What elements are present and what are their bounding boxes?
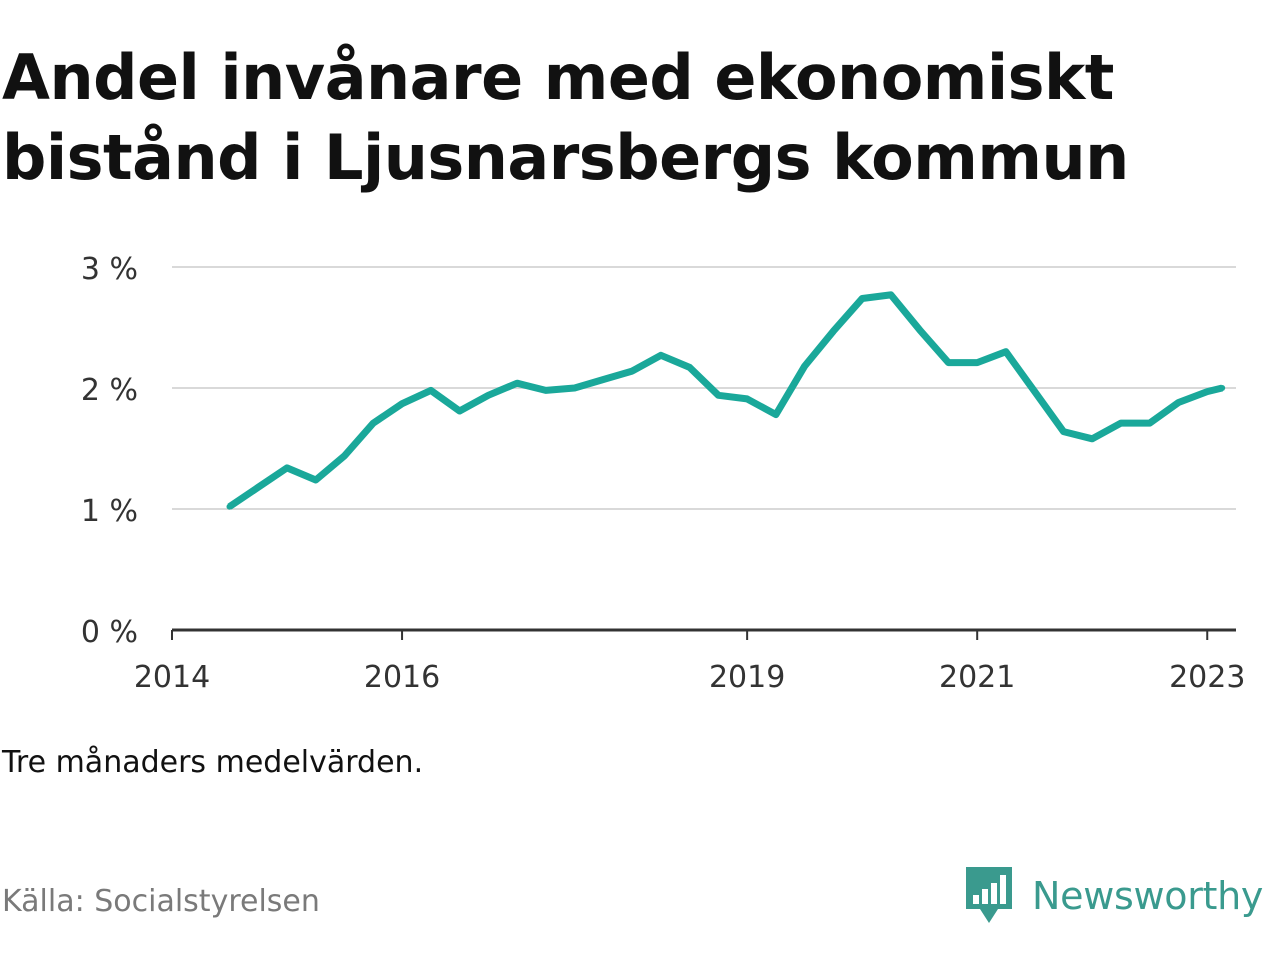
- y-tick-label: 3 %: [81, 252, 138, 287]
- y-tick-label: 0 %: [81, 615, 138, 650]
- data-point: [284, 464, 290, 471]
- data-point: [772, 411, 779, 418]
- data-point: [945, 359, 952, 366]
- data-point: [830, 328, 837, 335]
- data-point: [916, 326, 923, 333]
- source-credit: Källa: Socialstyrelsen: [2, 884, 320, 919]
- data-point: [370, 420, 377, 427]
- data-point: [686, 364, 693, 371]
- data-point: [657, 352, 664, 359]
- data-point: [715, 392, 722, 399]
- data-point: [312, 477, 319, 483]
- data-point: [1089, 435, 1096, 442]
- data-point: [456, 408, 463, 414]
- series-layer: [226, 291, 1226, 510]
- y-axis-ticks: 0 % 1 % 2 % 3 %: [81, 252, 138, 650]
- data-point: [1146, 420, 1153, 427]
- data-point: [974, 359, 981, 366]
- data-point: [255, 484, 262, 491]
- data-point: [744, 395, 751, 402]
- data-point: [1118, 420, 1124, 427]
- brand-name: Newsworthy: [1032, 874, 1264, 918]
- line-chart: 0 % 1 % 2 % 3 % 2014 2016 2019 2021 2023: [81, 252, 1246, 695]
- data-point: [542, 387, 549, 394]
- x-tick-label: 2016: [364, 660, 440, 695]
- data-point: [1002, 348, 1009, 355]
- x-tick-label: 2021: [939, 660, 1015, 695]
- data-point: [801, 363, 808, 370]
- chart-title: Andel invånare med ekonomiskt bistånd i …: [2, 41, 1129, 194]
- data-point: [1175, 399, 1182, 406]
- brand-logo: Newsworthy: [964, 864, 1263, 928]
- y-tick-label: 2 %: [81, 373, 138, 408]
- data-point: [485, 392, 492, 399]
- data-point: [1060, 428, 1067, 435]
- data-point: [859, 295, 866, 302]
- data-point: [571, 385, 578, 391]
- data-point: [600, 376, 607, 383]
- data-point: [629, 368, 636, 375]
- gridlines: [172, 266, 1236, 510]
- data-point: [341, 452, 348, 459]
- data-point: [1204, 388, 1211, 395]
- x-tick-label: 2023: [1169, 660, 1245, 695]
- x-tick-label: 2014: [134, 660, 210, 695]
- data-point: [1031, 388, 1038, 395]
- y-tick-label: 1 %: [81, 494, 138, 529]
- data-point: [399, 400, 406, 407]
- data-point: [226, 503, 233, 510]
- newsworthy-logo-icon: [966, 867, 1012, 923]
- data-point: [1219, 385, 1226, 391]
- x-axis: 2014 2016 2019 2021 2023: [134, 628, 1245, 695]
- chart-note: Tre månaders medelvärden.: [2, 745, 424, 780]
- series-line: [227, 291, 1224, 510]
- data-point: [514, 380, 521, 387]
- data-point: [427, 387, 434, 394]
- x-tick-label: 2019: [709, 660, 785, 695]
- data-point: [887, 291, 894, 298]
